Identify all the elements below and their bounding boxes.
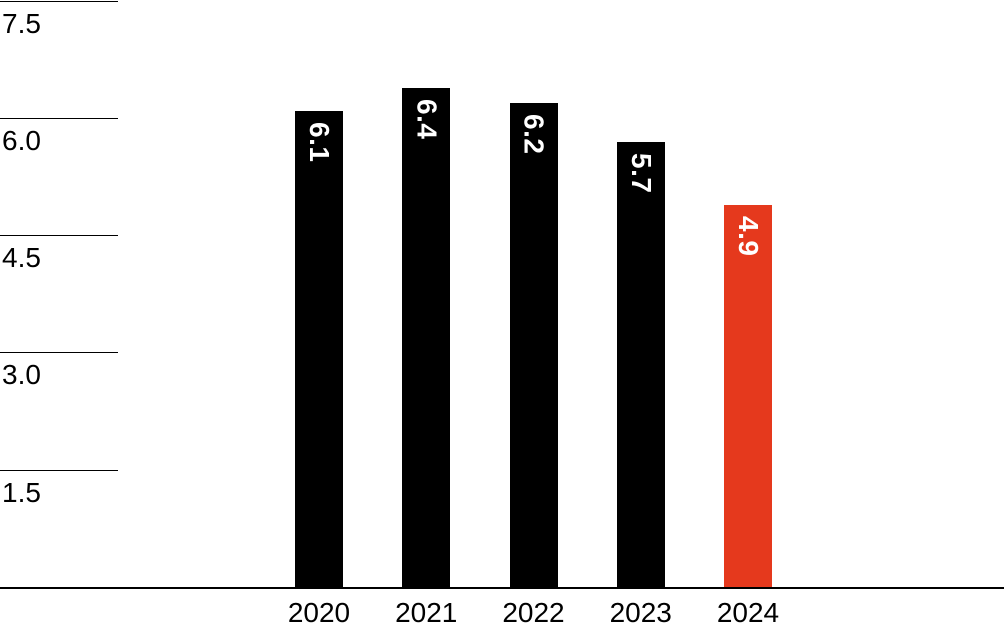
y-tick-label: 1.5 bbox=[2, 476, 41, 508]
y-tick-label: 3.0 bbox=[2, 359, 41, 391]
bar-2023: 5.7 bbox=[616, 142, 665, 588]
bar-2020: 6.1 bbox=[295, 110, 343, 588]
x-tick-label: 2024 bbox=[716, 597, 780, 625]
y-tick-label: 4.5 bbox=[2, 242, 41, 274]
y-tick-label: 6.0 bbox=[2, 124, 41, 156]
bar-value-label: 6.4 bbox=[411, 98, 443, 139]
bar-value-label: 6.2 bbox=[518, 114, 550, 155]
y-tick-line bbox=[0, 117, 118, 119]
y-tick-line bbox=[0, 235, 118, 237]
x-tick-label: 2023 bbox=[609, 597, 672, 625]
bar-2022: 6.2 bbox=[509, 103, 558, 588]
x-tick-label: 2022 bbox=[502, 597, 565, 625]
y-tick-line bbox=[0, 0, 118, 2]
x-tick-label: 2021 bbox=[395, 597, 458, 625]
bar-value-label: 6.1 bbox=[304, 121, 335, 163]
bar-value-label: 5.7 bbox=[625, 153, 657, 194]
x-tick-label: 2020 bbox=[287, 597, 351, 625]
y-tick-line bbox=[0, 469, 118, 471]
bar-2021: 6.4 bbox=[402, 87, 451, 588]
x-axis-line bbox=[0, 587, 1004, 589]
y-tick-line bbox=[0, 352, 118, 354]
bar-value-label: 4.9 bbox=[733, 215, 764, 257]
y-tick-label: 7.5 bbox=[2, 7, 41, 39]
bar-2024: 4.9 bbox=[724, 204, 772, 588]
